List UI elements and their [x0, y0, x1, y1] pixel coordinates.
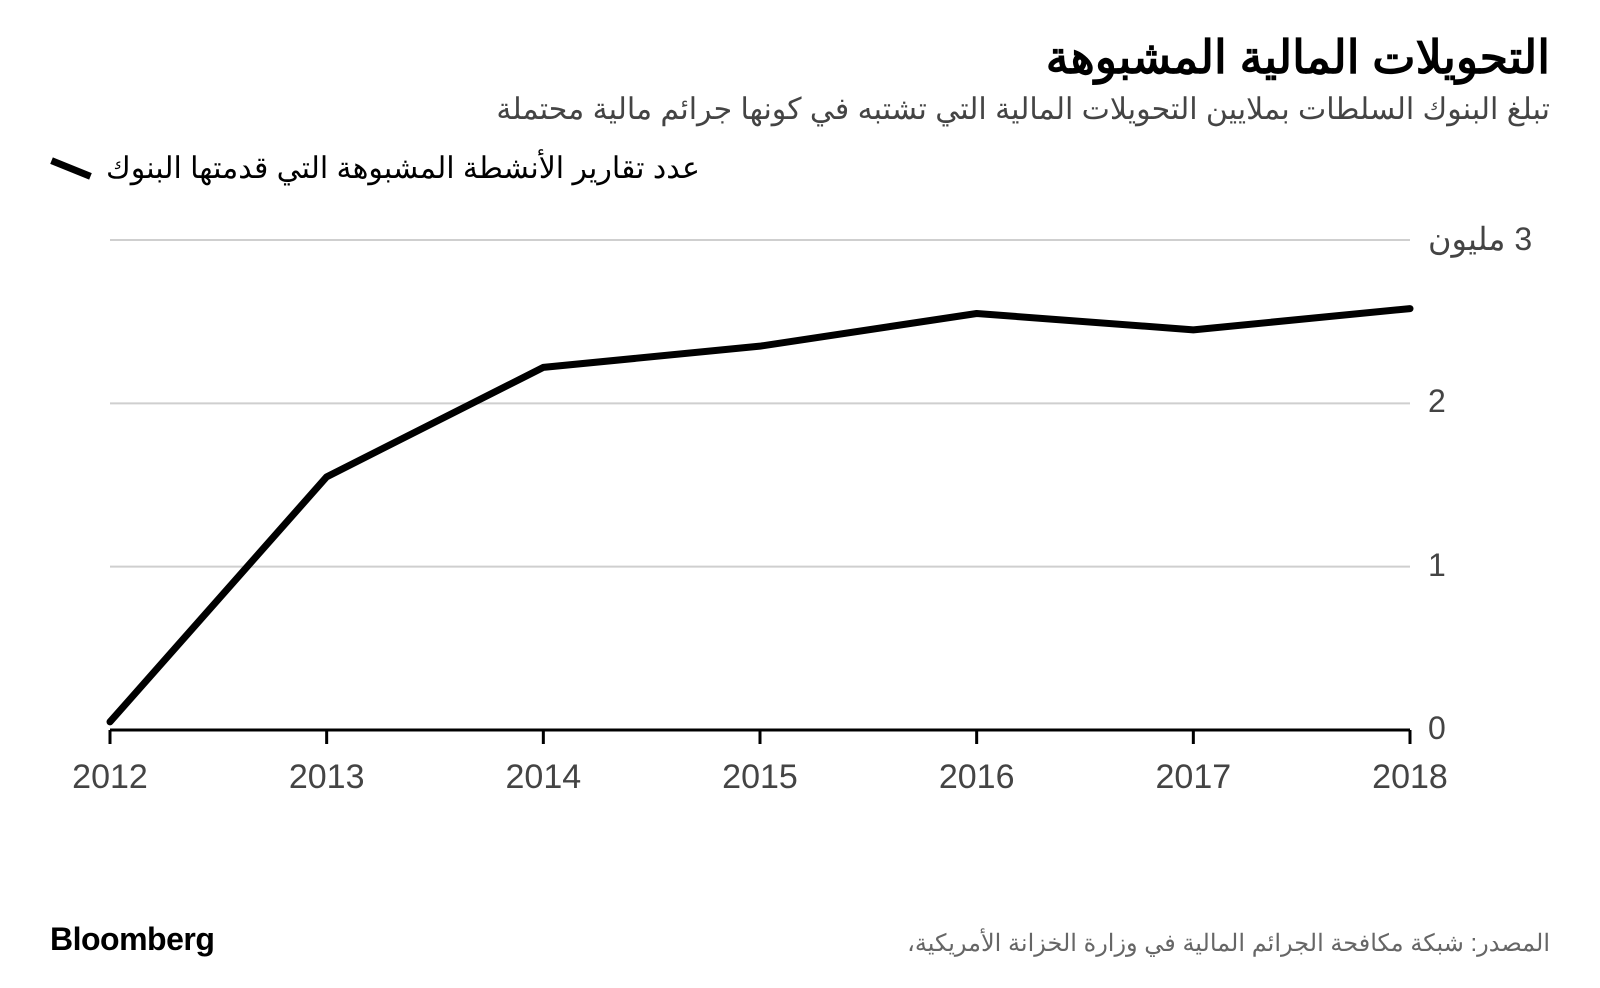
chart-container: التحويلات المالية المشبوهة تبلغ البنوك ا…	[0, 0, 1600, 988]
chart-legend: عدد تقارير الأنشطة المشبوهة التي قدمتها …	[50, 151, 1550, 186]
y-tick-label: 2	[1428, 383, 1446, 420]
x-tick-label: 2014	[506, 758, 582, 797]
chart-subtitle: تبلغ البنوك السلطات بملايين التحويلات ال…	[50, 92, 1550, 127]
y-tick-label: 1	[1428, 547, 1446, 584]
chart-footer: Bloomberg المصدر: شبكة مكافحة الجرائم ال…	[50, 921, 1550, 958]
chart-svg	[50, 210, 1550, 840]
legend-line-icon	[50, 157, 92, 179]
chart-plot-area: 0 1 2 3 مليون 2012 2013 2014 2015 2016 2017 2018	[50, 210, 1550, 840]
brand-label: Bloomberg	[50, 921, 214, 958]
data-line	[110, 309, 1410, 722]
legend-label: عدد تقارير الأنشطة المشبوهة التي قدمتها …	[106, 151, 700, 186]
x-tick-label: 2017	[1156, 758, 1232, 797]
source-label: المصدر: شبكة مكافحة الجرائم المالية في و…	[907, 929, 1550, 958]
y-tick-label: 3 مليون	[1428, 220, 1532, 258]
y-tick-label: 0	[1428, 710, 1446, 747]
x-tick-label: 2018	[1372, 758, 1448, 797]
x-tick-label: 2012	[72, 758, 148, 797]
chart-title: التحويلات المالية المشبوهة	[50, 30, 1550, 84]
x-tick-label: 2015	[722, 758, 798, 797]
x-tick-label: 2013	[289, 758, 365, 797]
x-tick-label: 2016	[939, 758, 1015, 797]
